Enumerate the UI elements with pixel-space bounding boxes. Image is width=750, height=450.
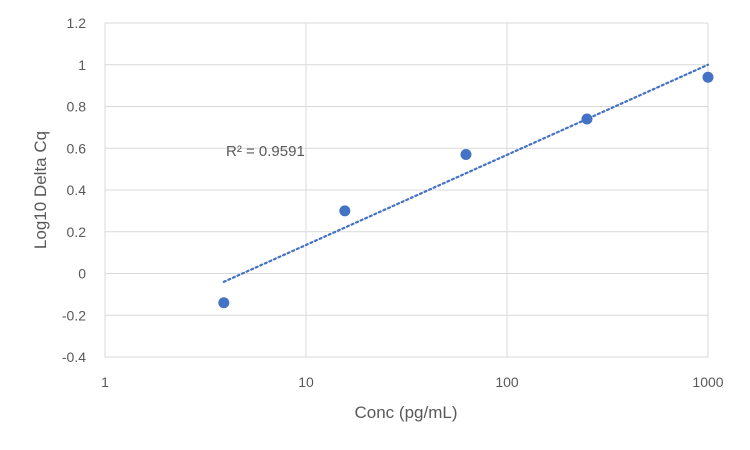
x-tick-label: 1	[101, 374, 109, 390]
x-tick-label: 10	[298, 374, 314, 390]
r-squared-annotation: R² = 0.9591	[226, 143, 305, 160]
x-tick-label: 1000	[692, 374, 723, 390]
y-tick-label: 0	[78, 266, 86, 282]
y-tick-label: 0.4	[67, 182, 87, 198]
data-point	[339, 205, 351, 217]
x-tick-label: 100	[495, 374, 519, 390]
y-tick-label: 0.2	[67, 224, 87, 240]
x-axis-label: Conc (pg/mL)	[355, 403, 458, 422]
y-tick-label: -0.2	[62, 307, 86, 323]
data-point	[218, 297, 230, 309]
tick-labels: -0.4 -0.2 0 0.2 0.4 0.6 0.8 1 1.2 1 10 100 1000	[62, 15, 724, 390]
y-tick-label: 0.8	[67, 99, 87, 115]
y-axis-label: Log10 Delta Cq	[31, 131, 50, 249]
data-point	[581, 113, 593, 125]
gridlines	[104, 22, 709, 358]
data-point	[702, 71, 714, 83]
y-tick-label: 1	[78, 57, 86, 73]
trendline	[222, 63, 710, 283]
y-tick-label: -0.4	[62, 349, 86, 365]
data-point	[460, 149, 472, 161]
data-points	[218, 71, 714, 309]
y-tick-label: 1.2	[67, 15, 87, 31]
trendline-layer	[222, 63, 710, 283]
y-tick-label: 0.6	[67, 140, 87, 156]
